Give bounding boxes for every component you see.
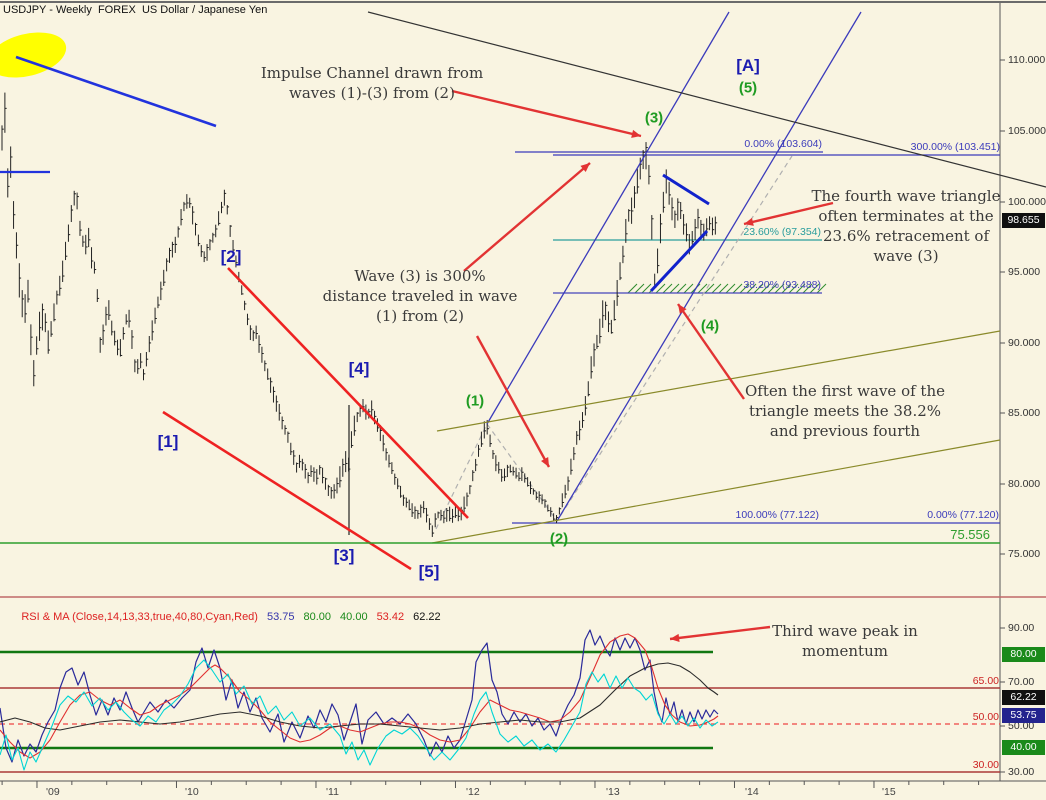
arrow-wave3-down-head bbox=[541, 457, 549, 467]
hatch-stroke bbox=[676, 283, 687, 294]
hatch-stroke bbox=[795, 283, 806, 294]
arrow-wave3-down bbox=[475, 335, 551, 468]
triangle-upper bbox=[662, 173, 710, 206]
hatch-stroke bbox=[697, 283, 708, 294]
long-term-black-trendline bbox=[367, 11, 1046, 188]
hatch-stroke bbox=[816, 283, 827, 294]
arrow-momentum-peak-head bbox=[670, 633, 680, 642]
hatch-stroke bbox=[760, 283, 771, 294]
arrow-wave3-up bbox=[463, 162, 591, 272]
olive-support-upper bbox=[436, 330, 1001, 432]
arrow-382-zone bbox=[677, 303, 745, 400]
yellow-highlight-ellipse bbox=[0, 32, 67, 78]
hatch-stroke bbox=[683, 283, 694, 294]
arrow-382-zone-head bbox=[678, 304, 687, 314]
arrow-triangle-236-head bbox=[744, 217, 754, 226]
hatch-stroke bbox=[662, 283, 673, 294]
hatch-stroke bbox=[627, 283, 638, 294]
olive-support-lower bbox=[431, 439, 1001, 544]
dashed-projection-line bbox=[435, 155, 793, 530]
hatch-stroke bbox=[809, 283, 820, 294]
hatch-stroke bbox=[802, 283, 813, 294]
hatch-stroke bbox=[774, 283, 785, 294]
arrow-impulse-to-3 bbox=[451, 89, 642, 138]
rsi-ma-black bbox=[0, 662, 719, 731]
arrow-wave3-up-head bbox=[580, 163, 590, 173]
hatch-stroke bbox=[704, 283, 715, 294]
hatch-stroke bbox=[718, 283, 729, 294]
hatch-stroke bbox=[753, 283, 764, 294]
impulse-channel-lower bbox=[556, 11, 862, 522]
rsi-line bbox=[0, 629, 719, 763]
red-bear-trendline-1 bbox=[162, 410, 412, 571]
hatch-stroke bbox=[781, 283, 792, 294]
hatch-stroke bbox=[788, 283, 799, 294]
hatch-stroke bbox=[634, 283, 645, 294]
hatch-stroke bbox=[767, 283, 778, 294]
hatch-stroke bbox=[669, 283, 680, 294]
hatch-stroke bbox=[746, 283, 757, 294]
impulse-channel-upper bbox=[486, 11, 730, 425]
arrow-momentum-peak bbox=[669, 625, 771, 641]
rsi-ma-red bbox=[0, 633, 719, 759]
hatch-stroke bbox=[641, 283, 652, 294]
arrow-impulse-to-3-head bbox=[631, 129, 641, 138]
hatch-stroke bbox=[739, 283, 750, 294]
hatch-stroke bbox=[655, 283, 666, 294]
highlighted-blue-trendline bbox=[15, 55, 217, 128]
red-bear-trendline-2 bbox=[227, 267, 469, 519]
hatch-stroke bbox=[711, 283, 722, 294]
hatch-stroke bbox=[732, 283, 743, 294]
rsi-fast-cyan bbox=[0, 659, 719, 771]
hatch-stroke bbox=[725, 283, 736, 294]
arrow-triangle-236 bbox=[743, 201, 834, 226]
triangle-lower bbox=[649, 229, 709, 293]
